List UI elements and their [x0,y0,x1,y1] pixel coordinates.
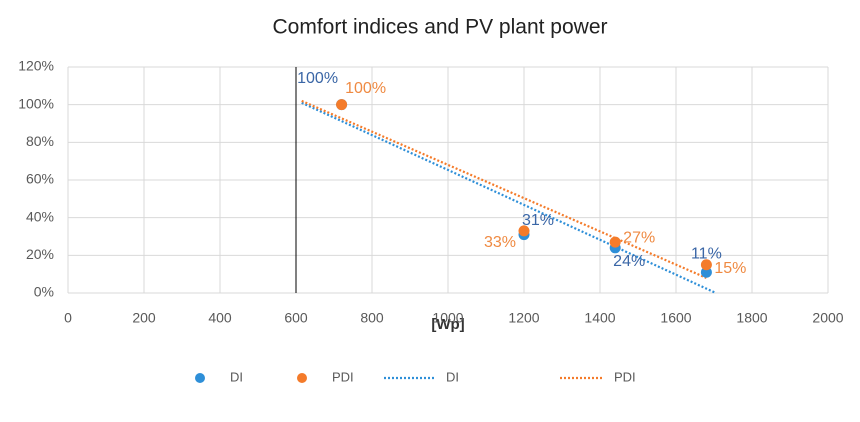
trendline [301,99,707,279]
x-tick-label: 1800 [736,310,767,326]
data-label: 11% [691,246,722,263]
x-tick-label: 600 [284,310,308,326]
data-point [336,99,348,111]
data-label: 33% [484,234,516,251]
legend-marker [195,373,205,383]
y-tick-label: 60% [26,171,54,187]
x-tick-label: 200 [132,310,156,326]
legend-marker [297,373,307,383]
legend-label: PDI [332,369,354,384]
x-tick-label: 0 [64,310,72,326]
data-point [700,259,712,271]
data-point [518,225,530,237]
data-label: 24% [613,253,645,270]
x-tick-label: 1400 [584,310,615,326]
y-tick-label: 0% [34,284,54,300]
y-tick-label: 100% [18,95,54,111]
data-label: 27% [623,229,655,246]
data-point [609,236,621,248]
x-axis-label: [Wp] [431,316,464,333]
x-tick-label: 1000 [432,310,463,326]
legend-label: DI [230,369,243,384]
x-tick-label: 1200 [508,310,539,326]
y-tick-label: 120% [18,58,54,74]
data-label: 100% [297,70,338,87]
data-label: 15% [714,260,746,277]
x-tick-label: 400 [208,310,232,326]
legend-label: PDI [614,369,636,384]
data-label: 100% [345,80,386,97]
data-label: 31% [522,212,554,229]
trendline [301,101,717,294]
chart-title: Comfort indices and PV plant power [272,16,607,39]
x-tick-label: 800 [360,310,384,326]
y-tick-label: 80% [26,133,54,149]
y-tick-label: 40% [26,208,54,224]
x-tick-label: 1600 [660,310,691,326]
x-tick-label: 2000 [812,310,843,326]
data-point [700,266,712,278]
y-tick-label: 20% [26,246,54,262]
legend-label: DI [446,369,459,384]
